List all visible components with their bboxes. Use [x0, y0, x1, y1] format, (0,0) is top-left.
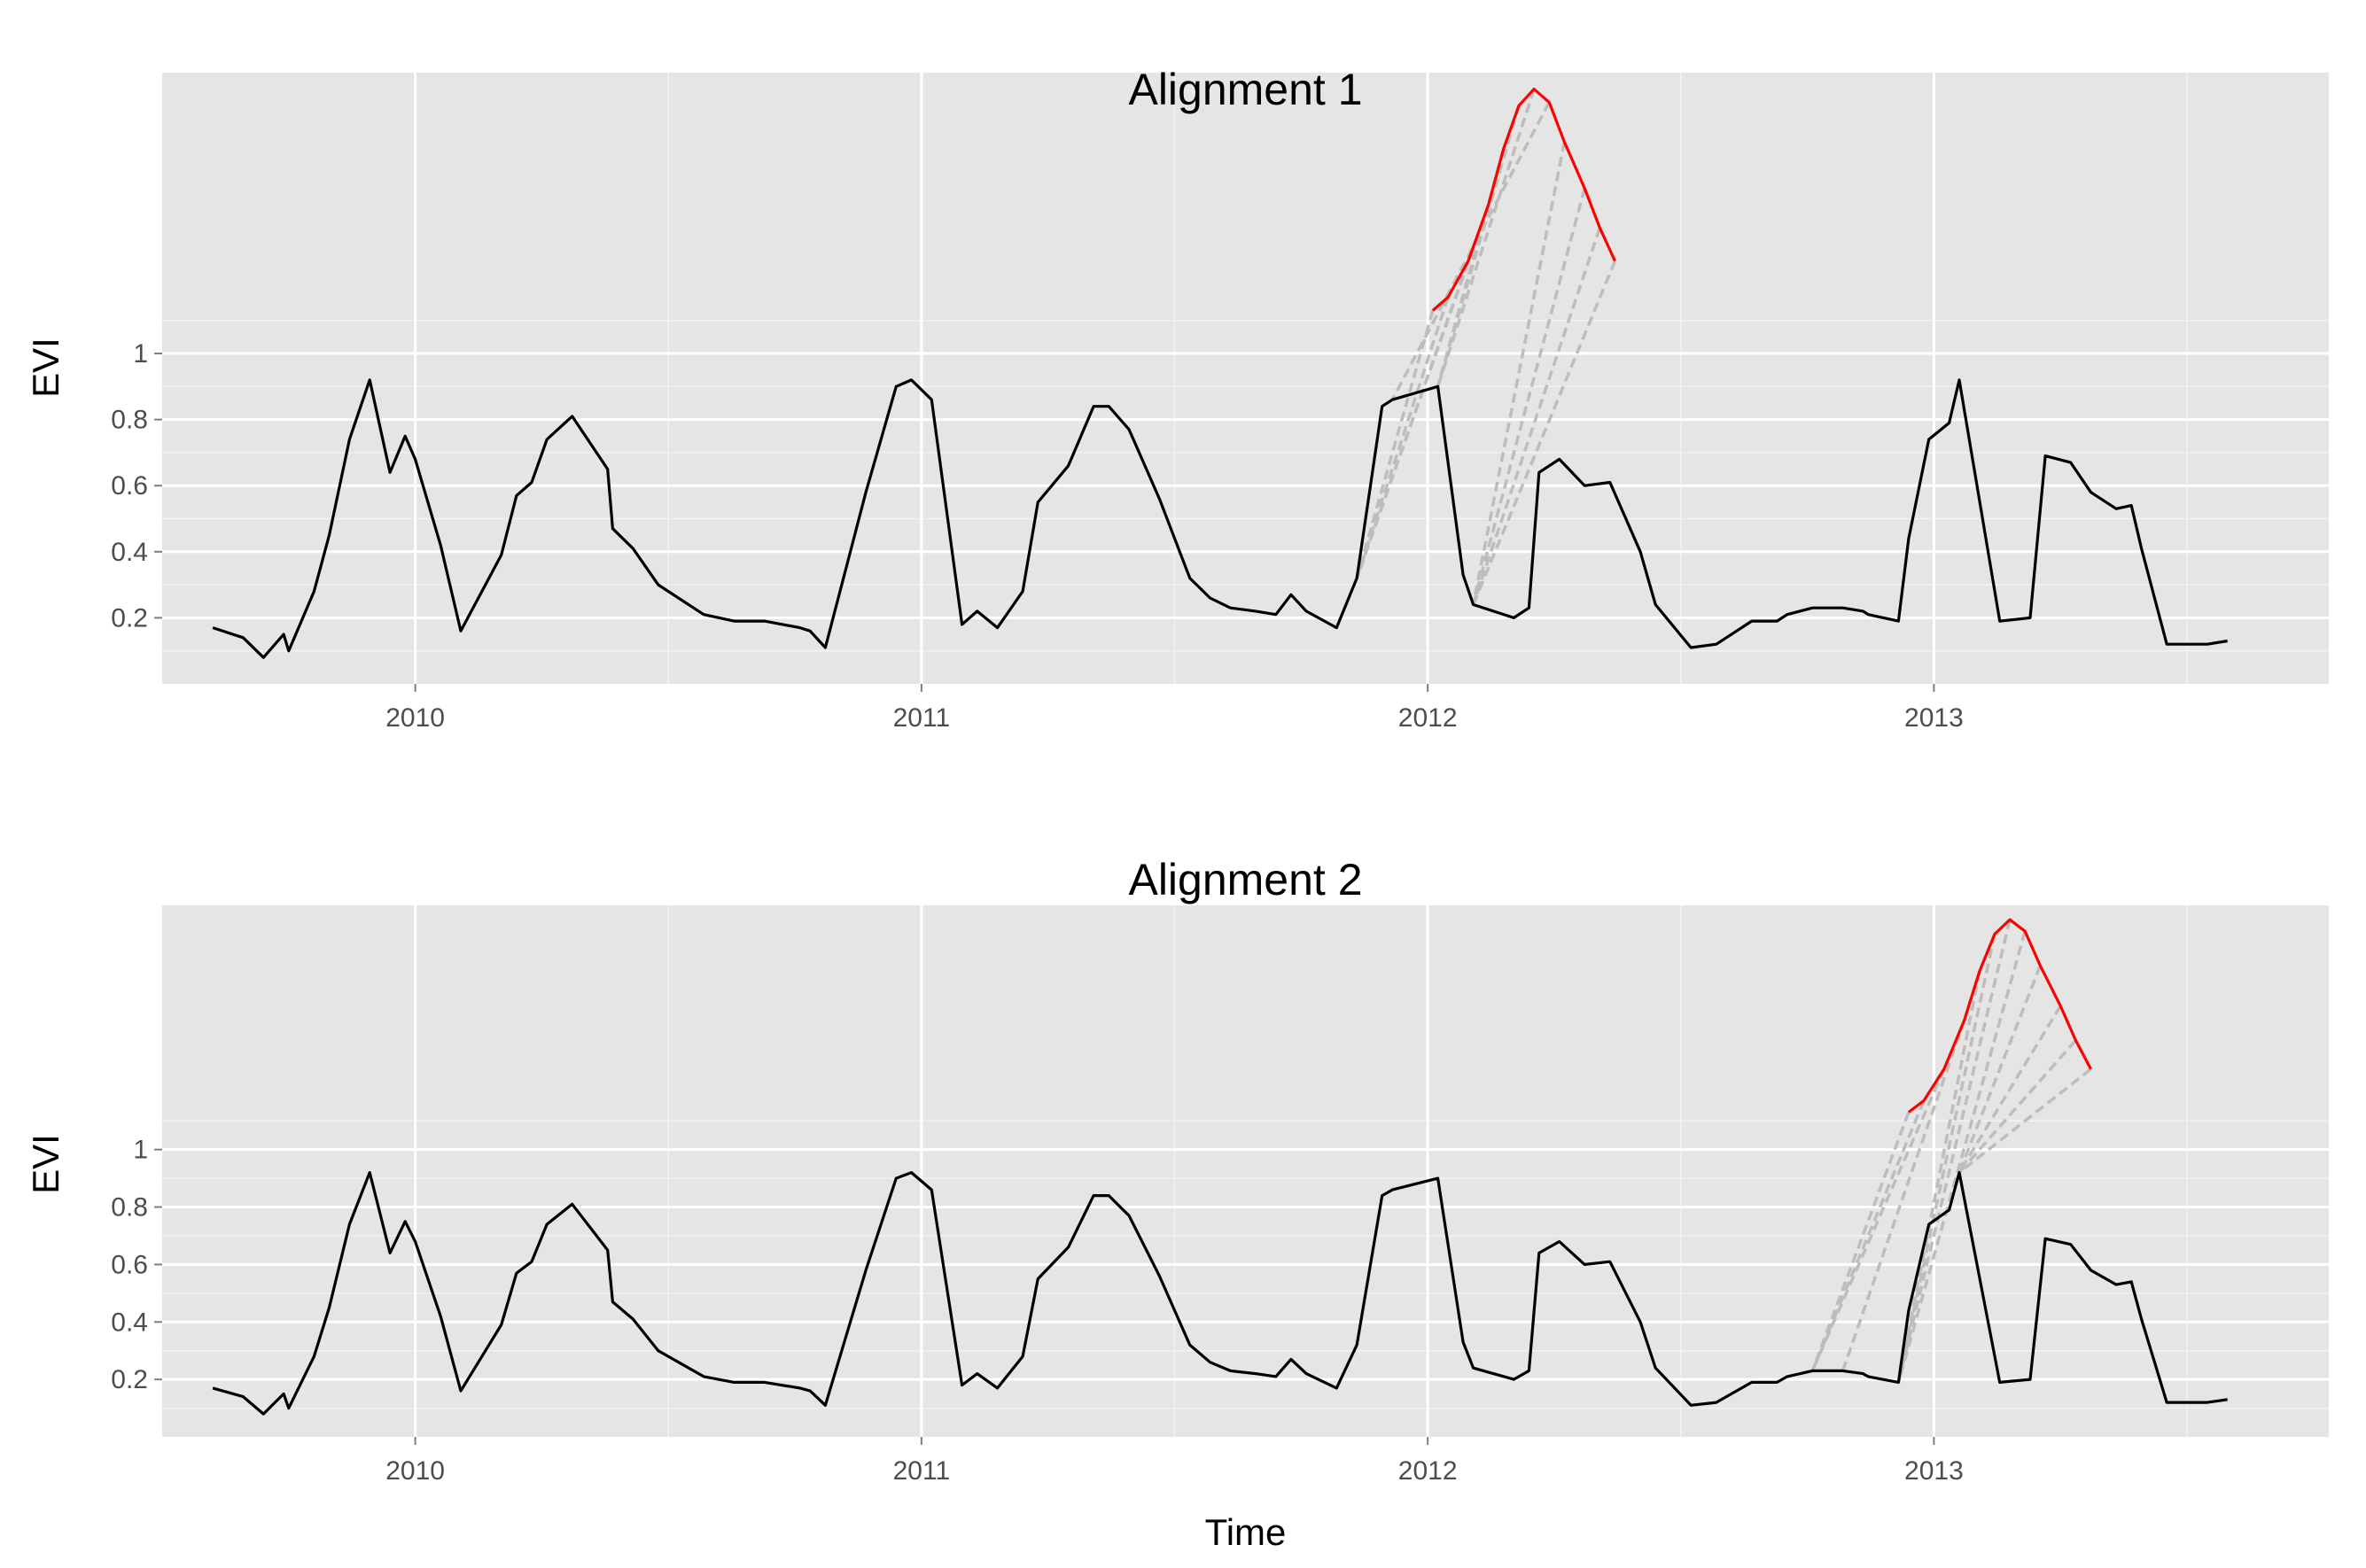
chart-panel-2: 0.2 0.4 0.6 0.8 1 2010 2011 2012 2013 Alignment 2… — [25, 855, 2329, 1553]
y-axis-title: EVI — [25, 1134, 66, 1194]
alignment-connector — [1471, 260, 1617, 606]
alignment-connector — [1957, 1067, 2092, 1174]
alignment-connector — [1841, 1020, 1966, 1371]
x-axis-title: Time — [1205, 1511, 1287, 1553]
y-tick-label: 0.2 — [111, 1365, 148, 1394]
y-tick-label: 0.4 — [111, 538, 148, 567]
alignment-connector — [1957, 1005, 2062, 1174]
x-tick-label: 2011 — [893, 1456, 951, 1486]
y-tick-label: 1 — [133, 1136, 148, 1165]
y-tick-label: 0.8 — [111, 1193, 148, 1223]
panel-background — [162, 905, 2329, 1437]
y-tick-label: 1 — [133, 339, 148, 369]
x-tick-label: 2013 — [1904, 703, 1964, 733]
chart-title: Alignment 1 — [1128, 65, 1362, 114]
series-line-evi — [212, 378, 2228, 659]
chart-panel-1: 0.2 0.4 0.6 0.8 1 2010 2011 2012 2013 Alignment 1… — [25, 65, 2329, 733]
alignment-connector — [1896, 919, 2012, 1383]
alignment-connector — [1355, 310, 1435, 579]
y-axis-title: EVI — [25, 338, 66, 398]
y-tick-label: 0.4 — [111, 1308, 148, 1337]
x-tick-label: 2013 — [1904, 1456, 1964, 1486]
series-line-reference — [1907, 918, 2092, 1114]
series-line-reference — [1431, 88, 1616, 312]
alignment-connector — [1896, 971, 1981, 1383]
alignment-connector — [1810, 1111, 1911, 1372]
alignment-connector — [1471, 188, 1586, 605]
chart-title: Alignment 2 — [1128, 855, 1362, 904]
x-tick-label: 2011 — [893, 703, 951, 733]
alignment-connector — [1471, 227, 1602, 606]
x-tick-label: 2012 — [1398, 703, 1458, 733]
alignment-connector — [1810, 1068, 1946, 1372]
x-tick-label: 2010 — [385, 703, 445, 733]
alignment-connector — [1896, 934, 1996, 1383]
x-tick-label: 2012 — [1398, 1456, 1458, 1486]
y-tick-label: 0.8 — [111, 406, 148, 435]
alignment-connector — [1436, 105, 1521, 387]
alignment-connector — [1957, 965, 2043, 1174]
y-tick-label: 0.2 — [111, 603, 148, 633]
alignment-connector — [1471, 141, 1567, 605]
panel-background — [162, 73, 2329, 684]
alignment-connector — [1436, 89, 1536, 387]
series-line-evi — [212, 1171, 2228, 1416]
alignment-connector — [1896, 930, 2027, 1383]
y-tick-label: 0.6 — [111, 1250, 148, 1279]
y-tick-label: 0.6 — [111, 471, 148, 501]
x-tick-label: 2010 — [385, 1456, 445, 1486]
